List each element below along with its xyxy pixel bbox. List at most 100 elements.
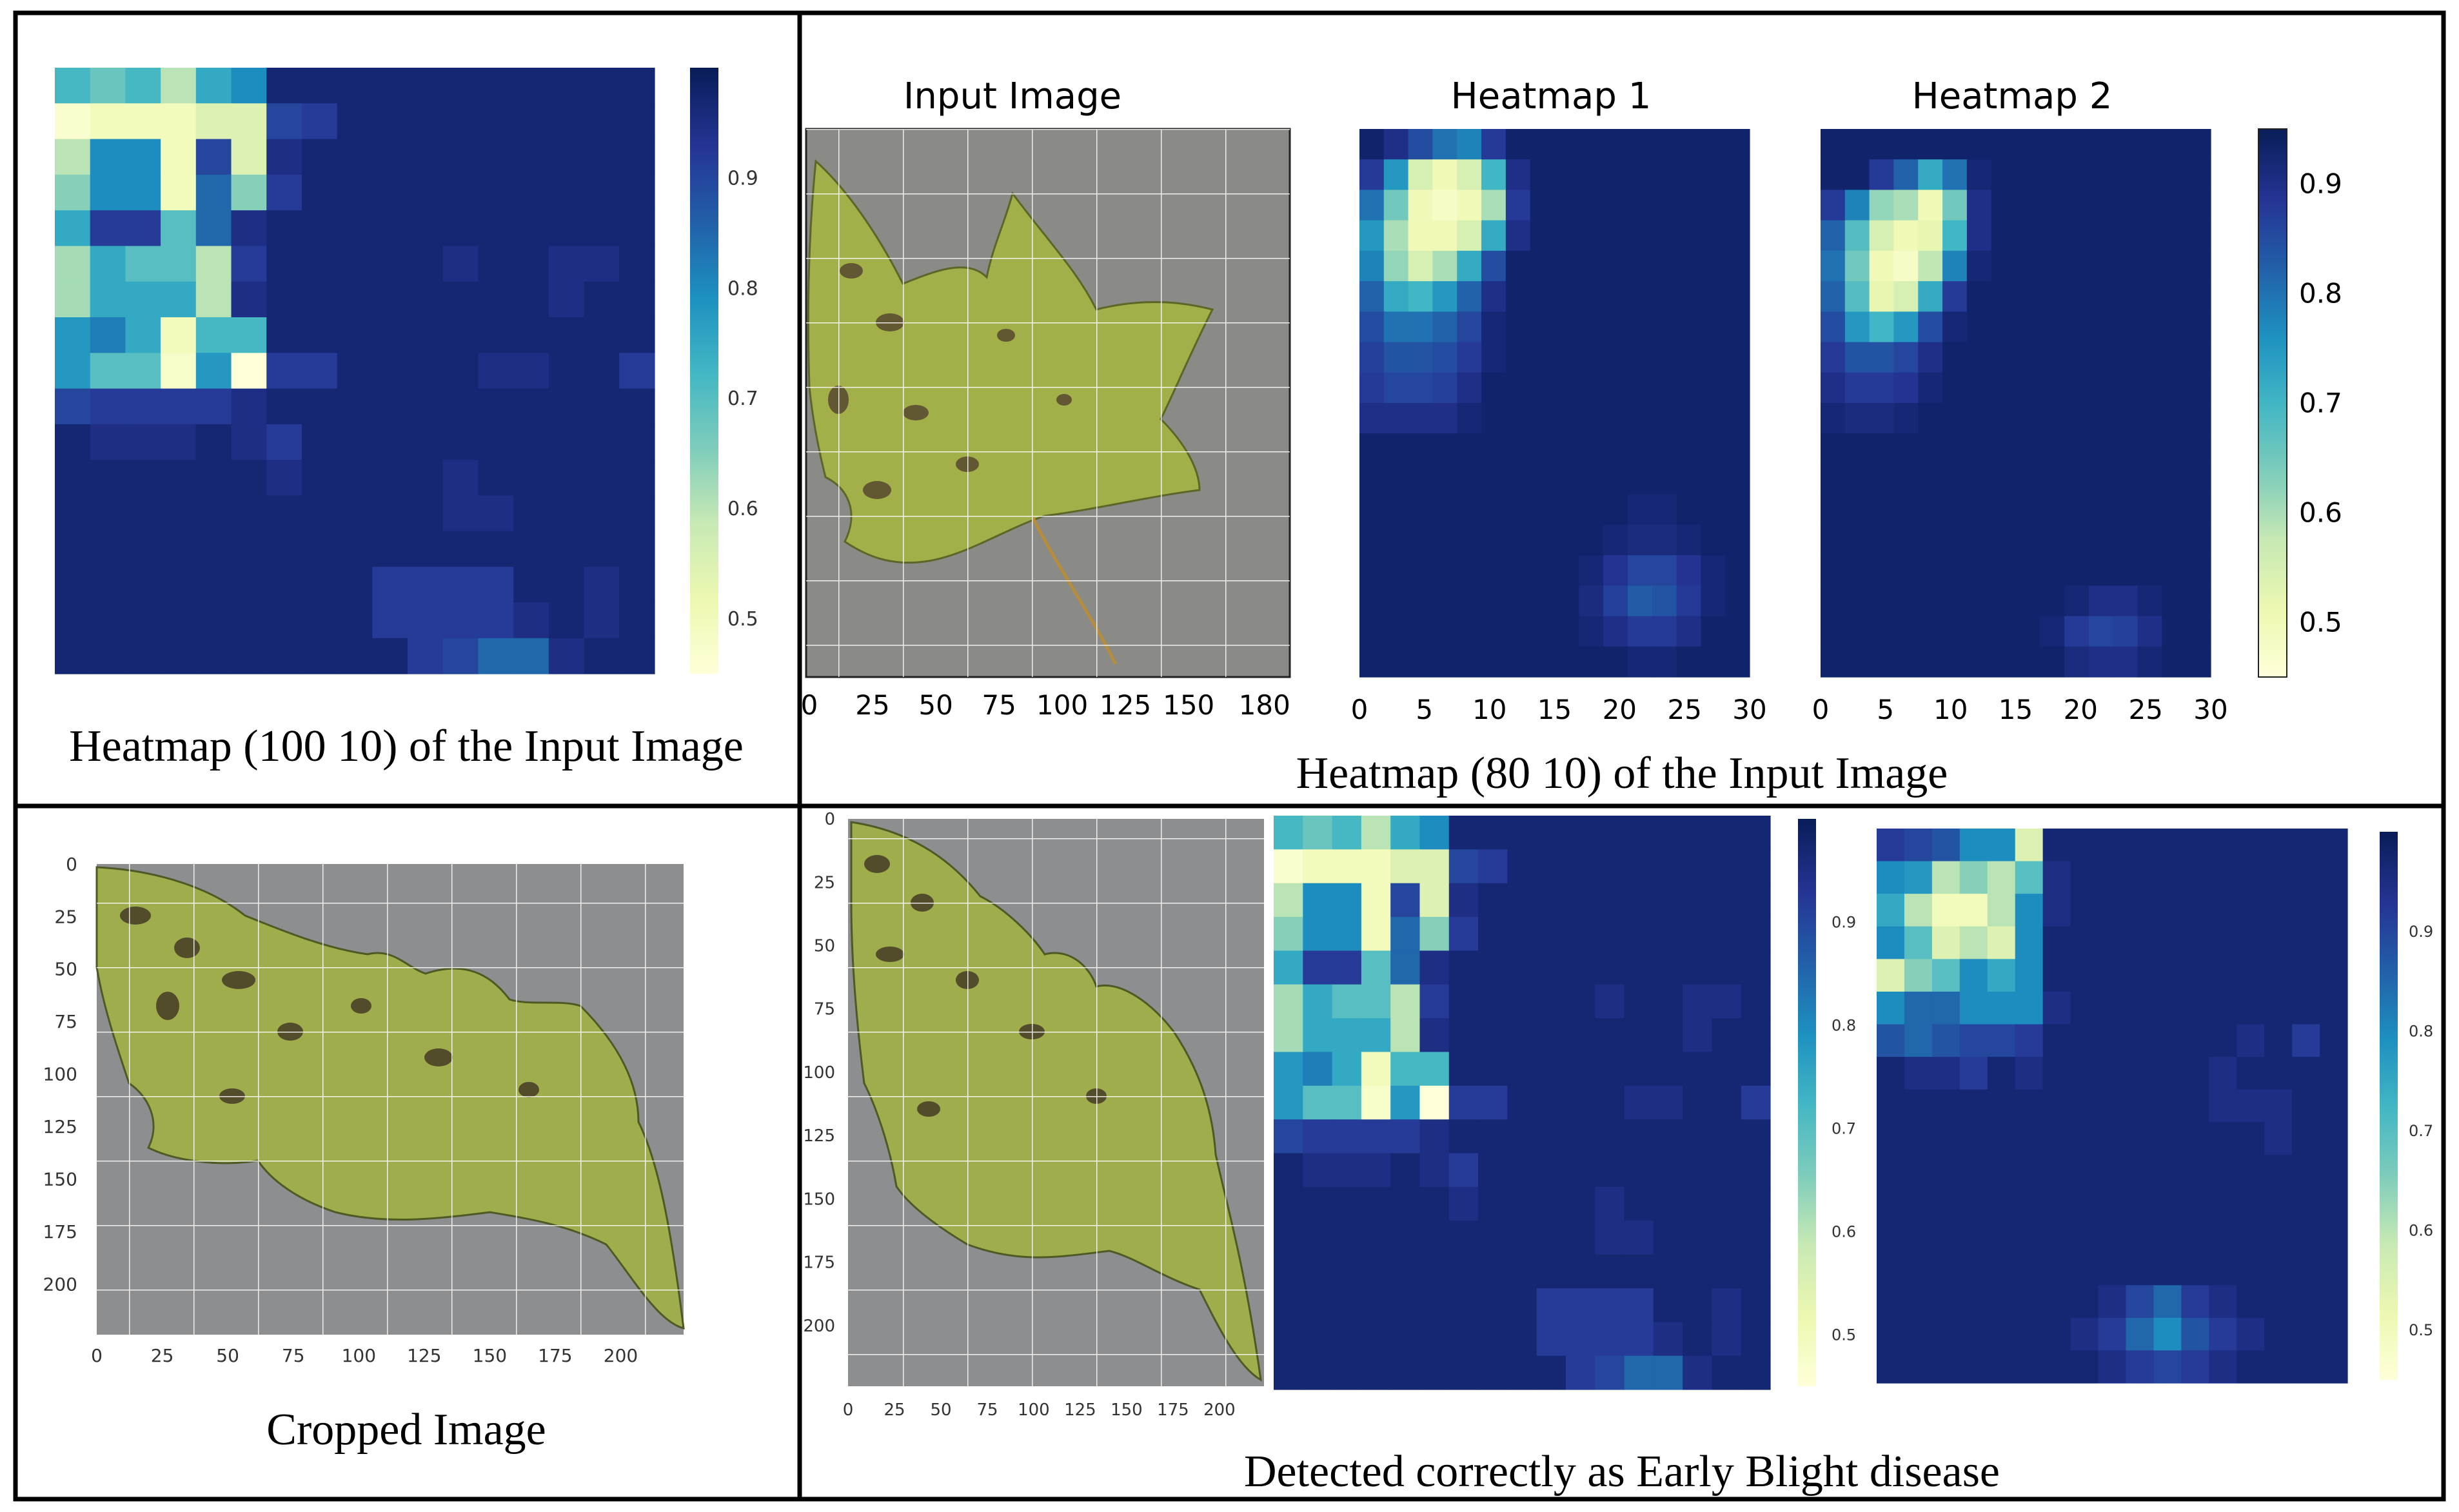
heatmap-cell [55, 424, 91, 460]
heatmap-cell [2162, 220, 2187, 251]
colorbar-tick-label: 0.6 [2409, 1222, 2433, 1240]
heatmap-cell [1507, 917, 1537, 952]
heatmap-cell [1390, 1186, 1421, 1221]
colorbar-detected-b [2380, 832, 2398, 1380]
heatmap-cell [1624, 1052, 1654, 1086]
heatmap-cell [2137, 220, 2162, 251]
heatmap-cell [1991, 311, 2017, 343]
heatmap-cell [1652, 585, 1677, 617]
heatmap-cell [2137, 281, 2162, 312]
heatmap-cell [2042, 861, 2071, 894]
heatmap-cell [2181, 926, 2209, 959]
x-tick-label: 100 [1018, 1400, 1050, 1420]
heatmap-cell [161, 281, 197, 318]
heatmap-cell [2126, 1220, 2155, 1253]
heatmap-cell [1712, 1186, 1742, 1221]
heatmap-cell [2042, 1024, 2071, 1057]
heatmap-cell [1303, 1018, 1333, 1053]
heatmap-cell [1530, 129, 1555, 160]
heatmap-cell [2186, 403, 2211, 434]
heatmap-cell [2162, 555, 2187, 586]
heatmap-cell [1676, 585, 1701, 617]
heatmap-cell [1701, 616, 1726, 647]
heatmap-cell [1725, 311, 1750, 343]
heatmap-cell [1565, 1085, 1595, 1120]
heatmap-cell [1536, 1322, 1566, 1357]
cropped-image [95, 864, 685, 1335]
heatmap-cell [1507, 1018, 1537, 1053]
heatmap-cell [1481, 464, 1506, 495]
x-tick-label: 5 [1877, 694, 1894, 725]
heatmap-cell [1942, 646, 1968, 678]
heatmap-cell [2209, 1122, 2237, 1155]
heatmap-cell [1869, 250, 1895, 282]
heatmap-cell [1741, 1052, 1771, 1086]
heatmap-cell [2088, 403, 2114, 434]
heatmap-cell [1481, 220, 1506, 251]
heatmap-cell [2070, 894, 2099, 927]
heatmap-cell [2126, 1317, 2155, 1351]
heatmap-cell [1652, 129, 1677, 160]
heatmap-cell [301, 353, 338, 389]
heatmap-cell [1844, 220, 1870, 251]
heatmap-cell [1432, 555, 1457, 586]
heatmap-cell [1676, 220, 1701, 251]
colorbar-tick-label: 0.5 [1832, 1326, 1856, 1344]
heatmap-cell [1478, 883, 1508, 918]
heatmap-cell [1966, 616, 1992, 647]
heatmap-cell [1987, 1024, 2016, 1057]
heatmap-cell [1448, 1052, 1479, 1086]
x-tick-label: 25 [2128, 694, 2162, 725]
heatmap-cell [513, 388, 549, 425]
heatmap-cell [1536, 1085, 1566, 1120]
heatmap-cell [2264, 1122, 2293, 1155]
heatmap-cell [372, 424, 408, 460]
heatmap-cell [1877, 829, 1905, 862]
heatmap-cell [1332, 1254, 1362, 1289]
heatmap-cell [1419, 1355, 1450, 1390]
heatmap-cell [2320, 829, 2348, 862]
heatmap-cell [1390, 1085, 1421, 1120]
heatmap-cell [1987, 861, 2016, 894]
heatmap-cell [1595, 984, 1625, 1019]
y-tick-label: 50 [54, 959, 77, 980]
heatmap-cell [2162, 433, 2187, 465]
heatmap-cell [1683, 1254, 1713, 1289]
heatmap-cell [2137, 646, 2162, 678]
heatmap-cell [1653, 1288, 1683, 1322]
heatmap-cell [372, 567, 408, 604]
heatmap-cell [2186, 585, 2211, 617]
heatmap-cell [1595, 883, 1625, 918]
heatmap-cell [2264, 959, 2293, 992]
heatmap-cell [1918, 616, 1943, 647]
heatmap-cell [1457, 403, 1482, 434]
heatmap-cell [1505, 311, 1531, 343]
heatmap-cell [1959, 991, 1988, 1025]
heatmap-cell [1274, 1052, 1303, 1086]
heatmap-cell [1904, 829, 1933, 862]
heatmap-cell [2042, 991, 2071, 1025]
heatmap-cell [1893, 585, 1919, 617]
heatmap-cell [195, 353, 232, 389]
heatmap-cell [1624, 950, 1654, 985]
heatmap-cell [1966, 585, 1992, 617]
heatmap-cell [1893, 281, 1919, 312]
heatmap-cell [125, 602, 161, 639]
heatmap-cell [2186, 524, 2211, 556]
heatmap-cell [2137, 159, 2162, 191]
heatmap-cell [442, 317, 479, 353]
heatmap-cell [1877, 1187, 1905, 1221]
heatmap-cell [1844, 494, 1870, 525]
heatmap-cell [1419, 1085, 1450, 1120]
heatmap-cell [90, 388, 126, 425]
heatmap-cell [372, 317, 408, 353]
heatmap-cell [1869, 190, 1895, 221]
heatmap-cell [1987, 1122, 2016, 1155]
heatmap-cell [1683, 1355, 1713, 1390]
heatmap-cell [2088, 524, 2114, 556]
heatmap-cell [301, 103, 338, 140]
heatmap-cell [2153, 959, 2182, 992]
heatmap-cell [2162, 250, 2187, 282]
heatmap-cell [1448, 1186, 1479, 1221]
heatmap-cell [1332, 1119, 1362, 1154]
